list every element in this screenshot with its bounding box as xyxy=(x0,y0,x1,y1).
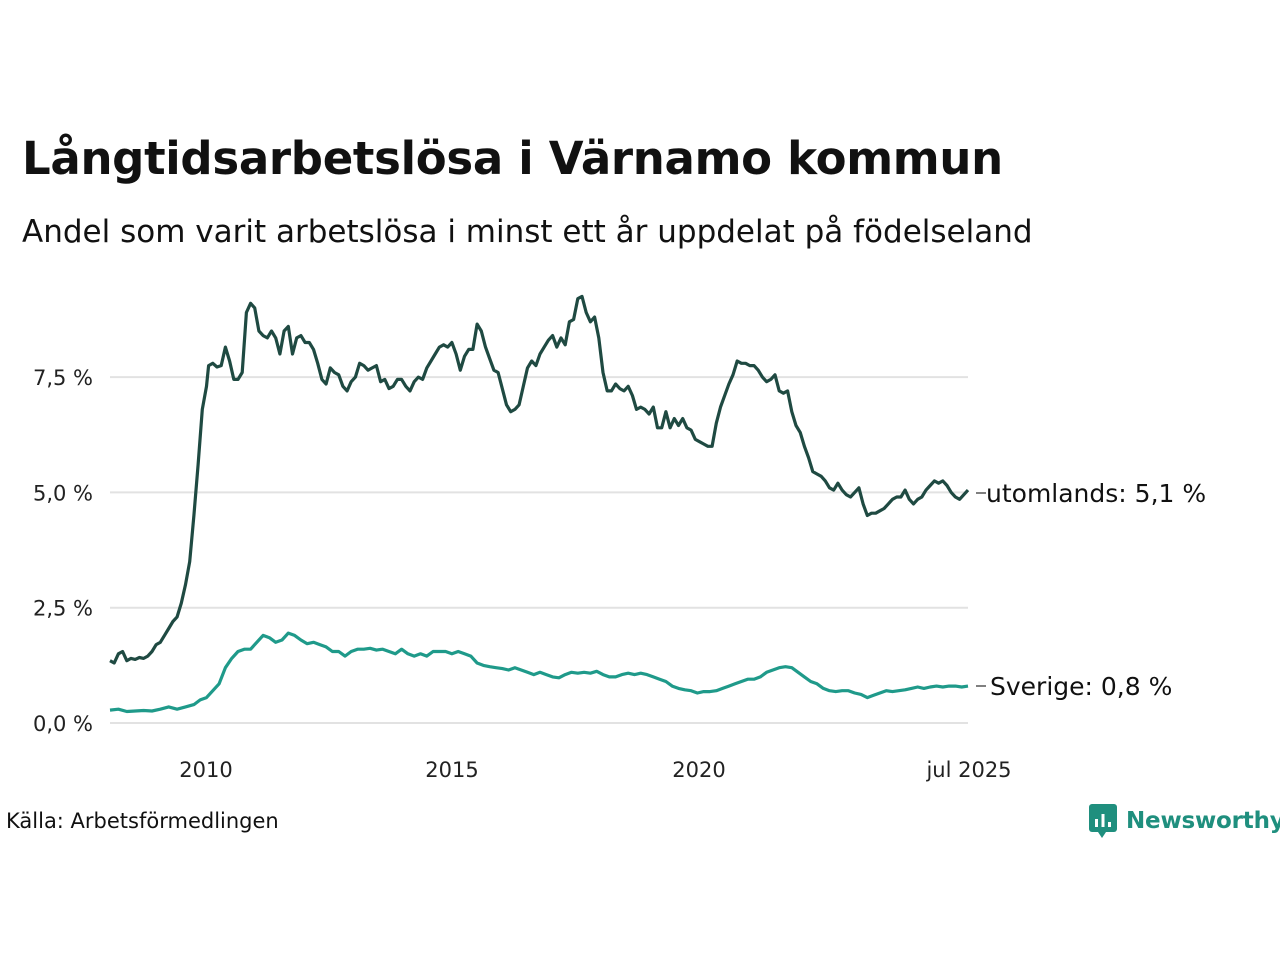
y-axis-labels: 0,0 % 2,5 % 5,0 % 7,5 % xyxy=(33,366,93,736)
y-tick-label: 0,0 % xyxy=(33,712,93,736)
x-axis-labels: 2010 2015 2020 jul 2025 xyxy=(179,758,1011,782)
series-line-sverige xyxy=(109,631,969,714)
end-label-utomlands: utomlands: 5,1 % xyxy=(986,479,1206,508)
chart-subtitle: Andel som varit arbetslösa i minst ett å… xyxy=(22,214,1033,250)
x-tick-label: jul 2025 xyxy=(925,758,1011,782)
gridlines xyxy=(110,376,968,724)
y-tick-label: 7,5 % xyxy=(33,366,93,390)
x-tick-label: 2020 xyxy=(672,758,725,782)
newsworthy-logo-icon xyxy=(1089,804,1117,838)
end-labels: utomlands: 5,1 % Sverige: 0,8 % xyxy=(976,479,1206,701)
x-tick-label: 2010 xyxy=(179,758,232,782)
brand-logo[interactable]: Newsworthy xyxy=(1088,803,1280,839)
y-tick-label: 2,5 % xyxy=(33,597,93,621)
source-credit: Källa: Arbetsförmedlingen xyxy=(6,809,279,833)
chart-title: Långtidsarbetslösa i Värnamo kommun xyxy=(22,132,1003,185)
end-label-sverige: Sverige: 0,8 % xyxy=(990,672,1172,701)
x-tick-label: 2015 xyxy=(425,758,478,782)
series-lines xyxy=(109,294,970,714)
y-tick-label: 5,0 % xyxy=(33,481,93,505)
brand-name: Newsworthy xyxy=(1126,808,1280,834)
series-line-utomlands xyxy=(109,294,970,665)
